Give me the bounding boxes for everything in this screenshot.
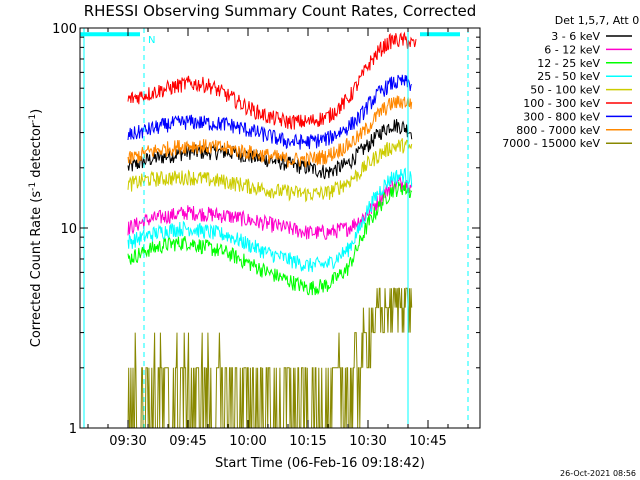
series-line-6	[127, 31, 417, 130]
y-label-part: detector	[29, 122, 44, 182]
x-tick-label: 09:45	[169, 434, 206, 449]
series-line-5	[127, 138, 413, 203]
legend-title: Det 1,5,7, Att 0	[555, 14, 639, 27]
legend-label: 50 - 100 keV	[530, 84, 600, 97]
legend-label: 25 - 50 keV	[537, 70, 600, 83]
y-label-part: Corrected Count Rate (s	[29, 191, 44, 348]
night-marker-label: N	[148, 35, 155, 46]
x-axis-label: Start Time (06-Feb-16 09:18:42)	[215, 456, 425, 471]
series-line-1	[127, 118, 413, 180]
x-tick-label: 10:15	[289, 434, 326, 449]
x-tick-label: 10:00	[229, 434, 266, 449]
y-tick-label: 100	[52, 22, 77, 37]
y-label-part: )	[29, 109, 44, 114]
series-line-2	[127, 176, 413, 240]
legend-label: 3 - 6 keV	[551, 30, 600, 43]
y-axis: 1 10 100	[52, 22, 480, 437]
chart-title: RHESSI Observing Summary Count Rates, Co…	[84, 2, 477, 20]
series-layer	[127, 31, 417, 429]
series-line-3	[127, 181, 413, 296]
x-tick-label: 10:45	[409, 434, 446, 449]
overlay-layer: N	[80, 28, 469, 428]
y-tick-label: 10	[60, 222, 77, 237]
series-line-7	[127, 74, 413, 150]
legend-label: 100 - 300 keV	[523, 97, 600, 110]
y-tick-label: 1	[69, 422, 77, 437]
legend-label: 800 - 7000 keV	[516, 124, 600, 137]
legend-label: 7000 - 15000 keV	[502, 137, 600, 150]
x-axis: 09:30 09:45 10:00 10:15 10:30 10:45	[87, 28, 469, 449]
legend-label: 6 - 12 keV	[544, 43, 600, 56]
x-tick-label: 09:30	[109, 434, 146, 449]
series-line-8	[127, 95, 413, 168]
y-label-superscript: -1	[28, 182, 38, 191]
timestamp: 26-Oct-2021 08:56	[560, 469, 636, 478]
x-tick-label: 10:30	[349, 434, 386, 449]
y-label-superscript: -1	[28, 114, 38, 123]
series-line-9	[127, 287, 413, 429]
legend-label: 12 - 25 keV	[537, 57, 600, 70]
series-line-4	[127, 167, 413, 273]
legend-label: 300 - 800 keV	[523, 110, 600, 123]
y-axis-label: Corrected Count Rate (s-1 detector-1)	[28, 109, 44, 347]
